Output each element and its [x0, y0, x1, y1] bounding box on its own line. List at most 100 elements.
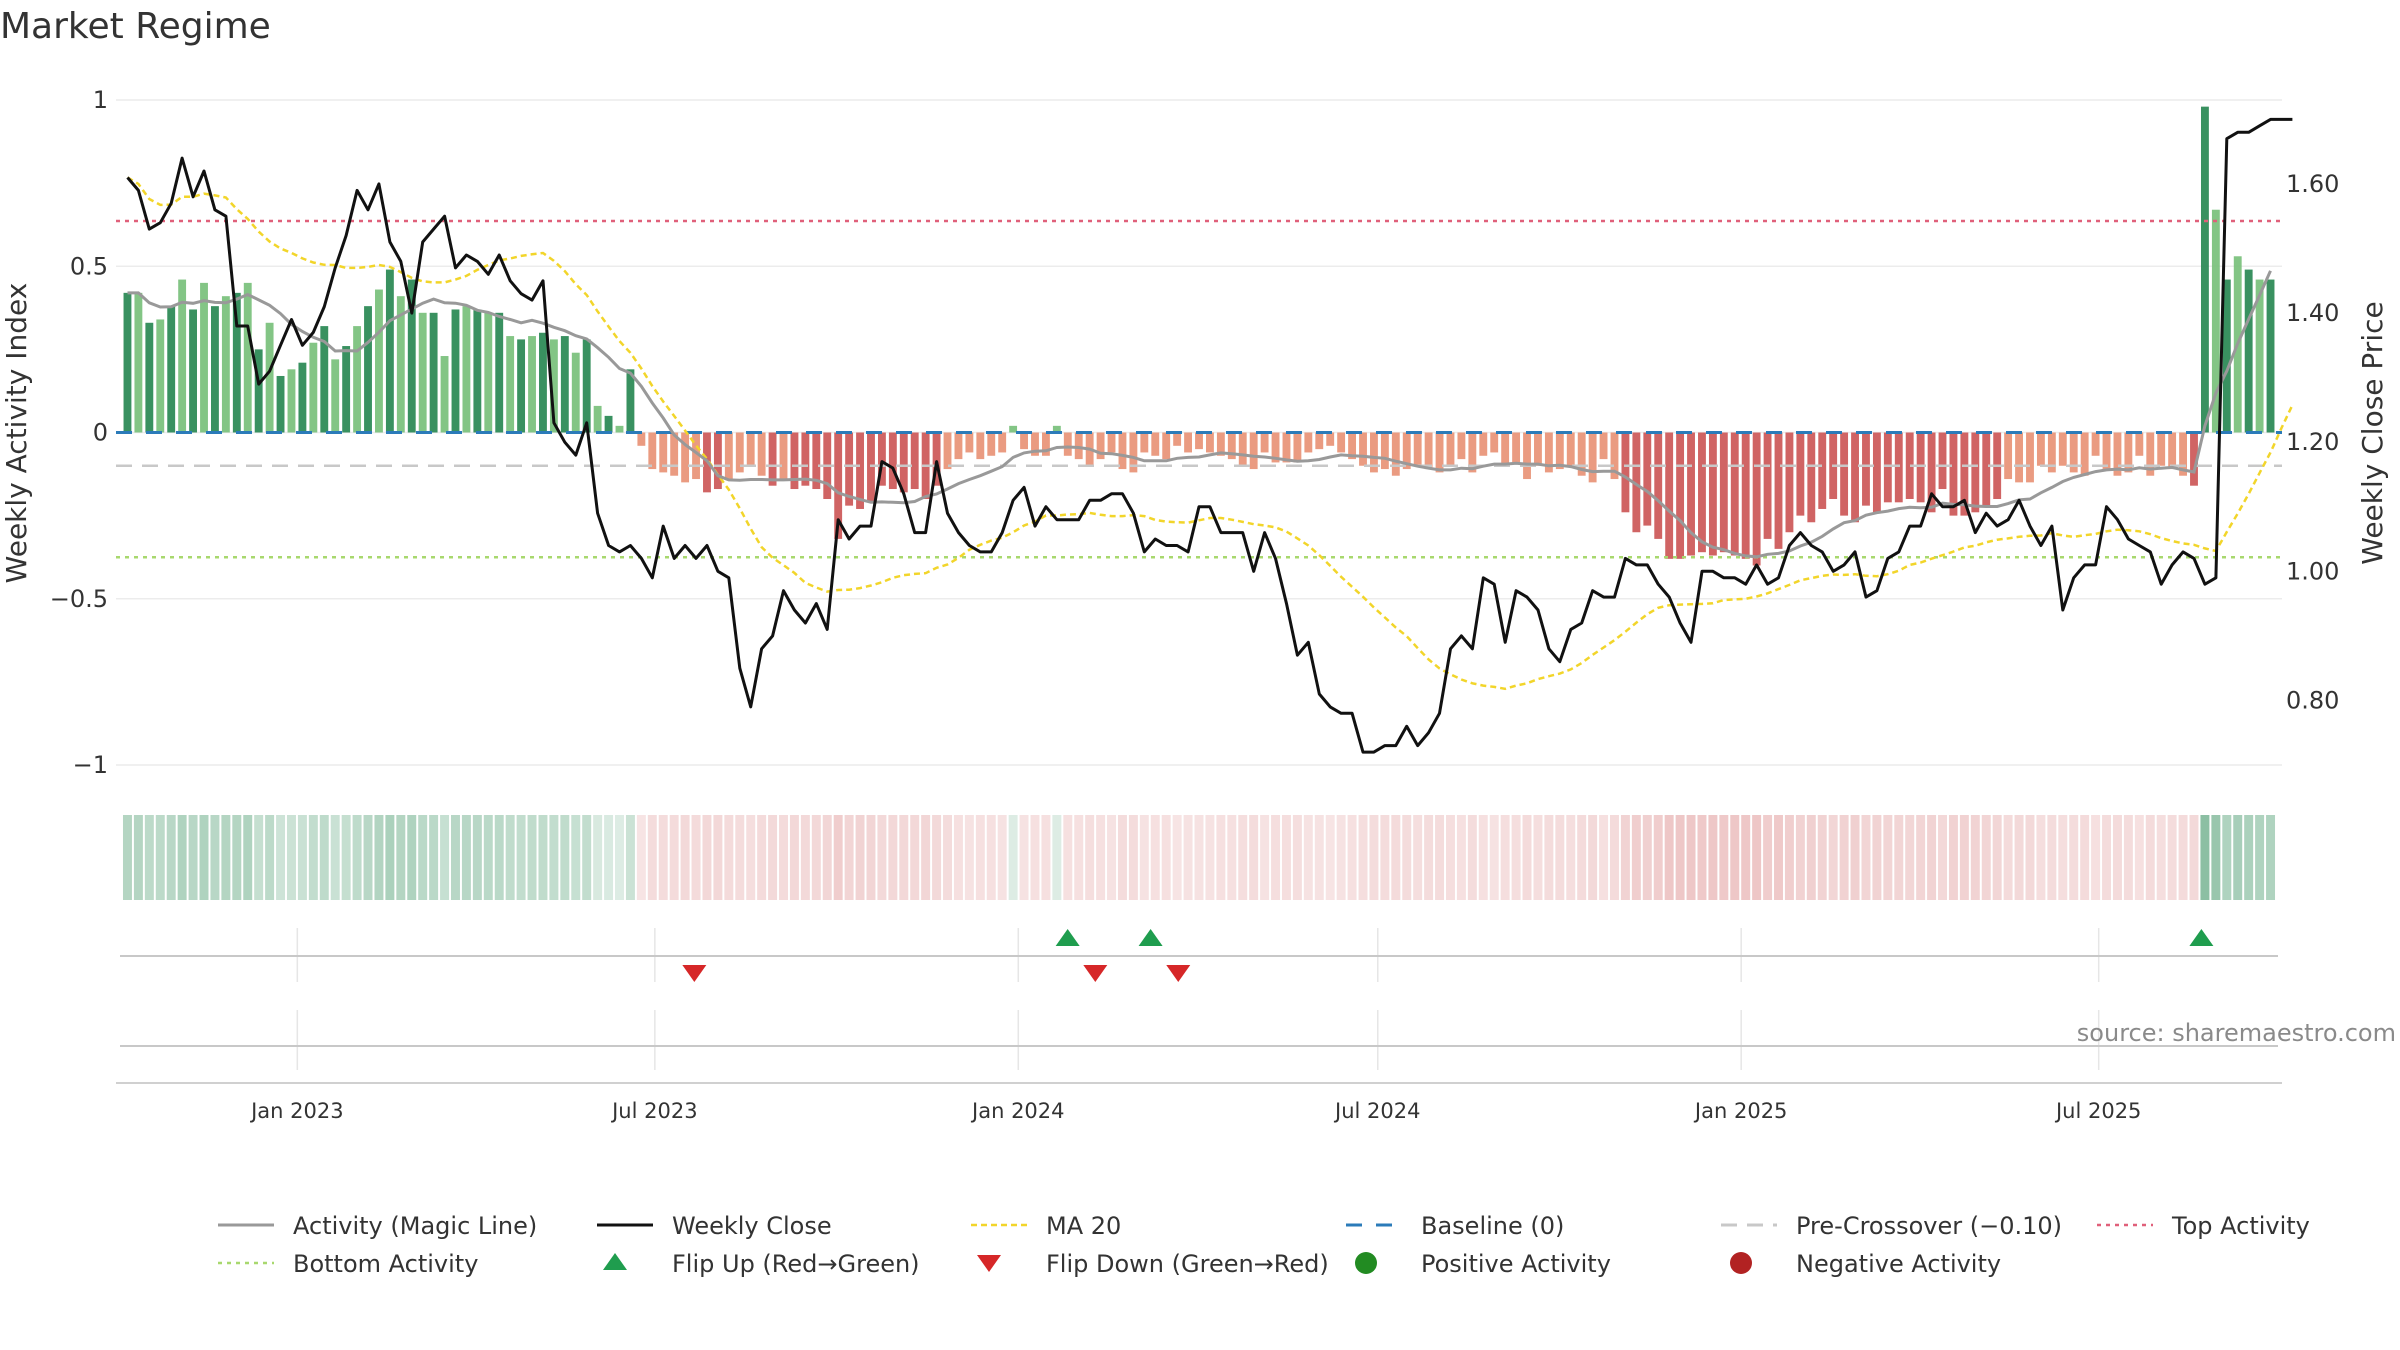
regime-cell: [1336, 815, 1346, 900]
regime-cell: [735, 815, 745, 900]
regime-cell: [1292, 815, 1302, 900]
regime-cell: [833, 815, 843, 900]
flip-down-marker: [682, 965, 707, 982]
regime-cell: [680, 815, 690, 900]
regime-cell: [811, 815, 821, 900]
activity-bar: [626, 369, 635, 433]
activity-bar: [1971, 432, 1980, 513]
regime-cell: [1380, 815, 1390, 900]
regime-cell: [1828, 815, 1838, 900]
regime-cell: [1030, 815, 1040, 900]
activity-bar: [834, 432, 843, 539]
activity-bar: [1118, 432, 1127, 470]
regime-cell: [483, 815, 493, 900]
activity-bar: [2036, 432, 2045, 466]
activity-bar: [943, 432, 952, 470]
activity-bar: [571, 352, 580, 433]
flip-up-marker: [2189, 929, 2214, 946]
regime-cell: [866, 815, 876, 900]
activity-bar: [681, 432, 690, 483]
activity-bar: [506, 336, 515, 433]
activity-bar: [1544, 432, 1553, 473]
activity-bar: [396, 296, 405, 433]
regime-cell: [1085, 815, 1095, 900]
activity-bar: [1512, 432, 1521, 463]
activity-bar: [888, 432, 897, 490]
activity-bar: [735, 432, 744, 473]
regime-cell: [615, 815, 624, 900]
reference-lines: [116, 219, 2282, 559]
activity-bar: [276, 375, 285, 433]
regime-cell: [1456, 815, 1466, 900]
activity-bar: [1260, 432, 1269, 453]
activity-bar: [375, 289, 383, 433]
activity-bar: [1774, 432, 1783, 549]
regime-cell: [2112, 815, 2122, 900]
regime-cell: [1544, 815, 1554, 900]
activity-bar: [418, 312, 427, 433]
activity-bar: [1238, 432, 1247, 466]
activity-bar: [2190, 432, 2198, 486]
regime-cell: [1128, 815, 1138, 900]
regime-cell: [1642, 815, 1652, 900]
activity-bar: [134, 292, 143, 433]
activity-bar: [1031, 432, 1039, 456]
regime-cell: [1041, 815, 1051, 900]
regime-cell: [1511, 815, 1521, 900]
activity-bar: [2266, 279, 2275, 433]
regime-cell: [1631, 815, 1641, 900]
regime-cell: [1260, 815, 1270, 900]
regime-cell: [855, 815, 865, 900]
legend-label: Top Activity: [2171, 1212, 2310, 1240]
regime-cell: [647, 815, 657, 900]
regime-cell: [2156, 815, 2166, 900]
legend-label: Negative Activity: [1796, 1250, 2001, 1278]
regime-strip: [122, 815, 2276, 900]
activity-bar: [2200, 106, 2209, 433]
activity-bar: [593, 405, 602, 433]
regime-cell: [1599, 815, 1609, 900]
regime-cell: [440, 815, 450, 900]
activity-bar: [1752, 432, 1761, 566]
activity-bar: [539, 332, 547, 433]
regime-cell: [964, 815, 974, 900]
regime-cell: [997, 815, 1007, 900]
regime-cell: [1697, 815, 1707, 900]
activity-bar: [1107, 432, 1116, 453]
regime-cell: [363, 815, 373, 900]
regime-cell: [2025, 815, 2035, 900]
regime-cell: [1905, 815, 1915, 900]
regime-cell: [1850, 815, 1860, 900]
regime-cell: [1314, 815, 1324, 900]
y-right-tick-label: 1.40: [2286, 299, 2339, 327]
regime-cell: [254, 815, 264, 900]
regime-cell: [1052, 815, 1062, 900]
regime-cell: [1172, 815, 1182, 900]
regime-cell: [2123, 815, 2133, 900]
activity-bar: [429, 312, 438, 433]
regime-cell: [1249, 815, 1259, 900]
activity-bar: [1140, 432, 1149, 453]
y-left-axis-label: Weekly Activity Index: [0, 283, 33, 584]
regime-cell: [407, 815, 417, 900]
axes: 1 0.5 0 −0.5 −1 1.60 1.40 1.20 1.00 0.80 Weekly Ac…: [0, 86, 2389, 779]
activity-bar: [156, 319, 165, 433]
regime-cell: [1883, 815, 1893, 900]
legend-label: Bottom Activity: [293, 1250, 478, 1278]
activity-bar: [637, 432, 646, 446]
regime-cell: [2091, 815, 2101, 900]
activity-bar: [1271, 432, 1280, 463]
regime-cell: [2069, 815, 2079, 900]
activity-bar: [1588, 432, 1597, 483]
series-lines: [126, 117, 2294, 754]
activity-bar: [1719, 432, 1728, 553]
regime-cell: [593, 815, 603, 900]
regime-cell: [1730, 815, 1740, 900]
regime-cell: [1817, 815, 1827, 900]
regime-cell: [2200, 815, 2210, 900]
activity-bar: [659, 432, 668, 473]
regime-cell: [1227, 815, 1237, 900]
activity-bar: [462, 306, 471, 433]
x-tick-label: Jan 2025: [1693, 1099, 1788, 1123]
activity-bar: [1380, 432, 1389, 470]
